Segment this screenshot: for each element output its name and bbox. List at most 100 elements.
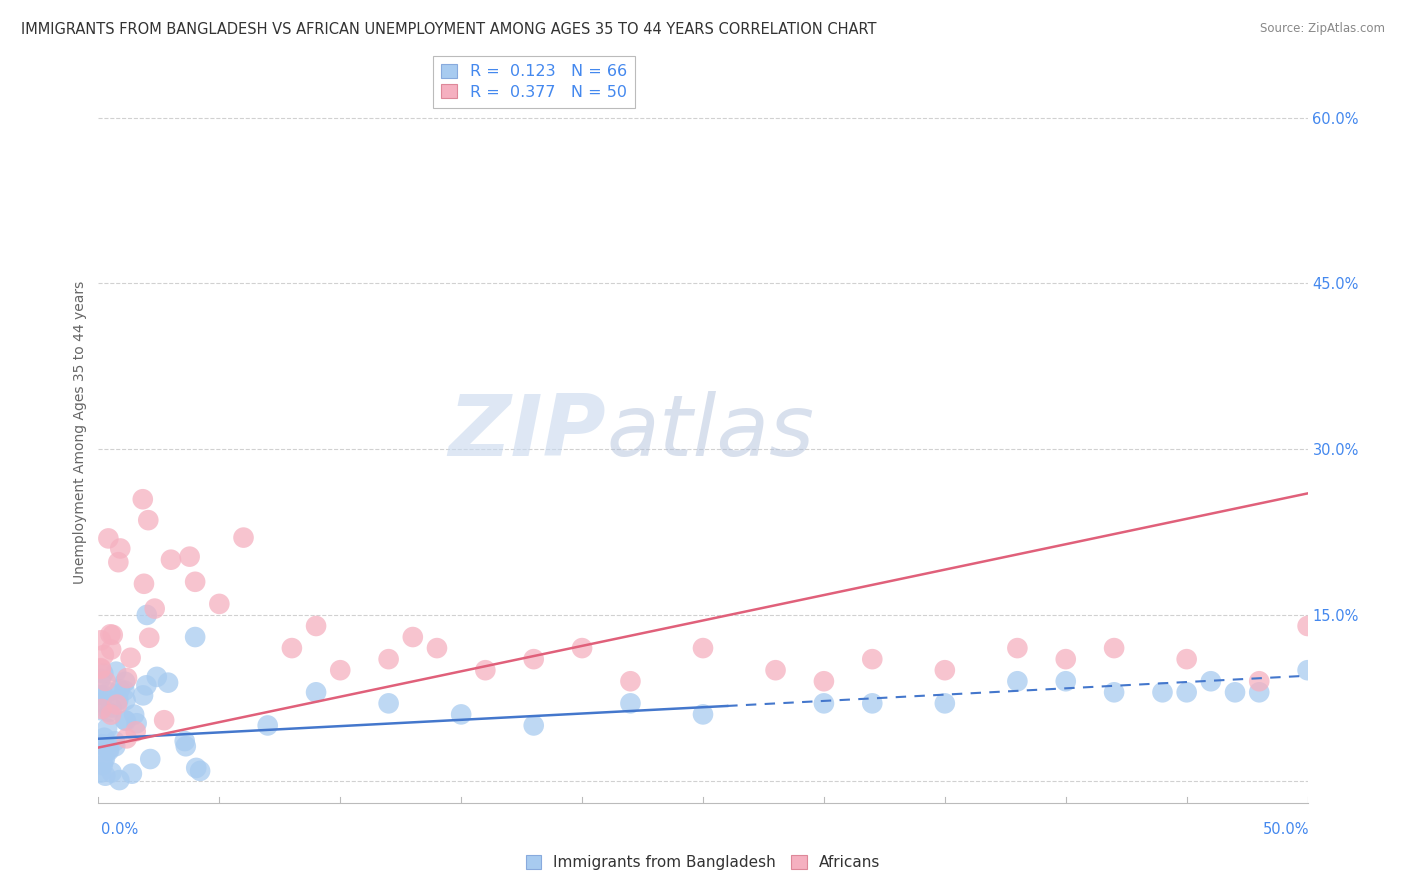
Point bbox=[90, 662, 112, 676]
Point bbox=[90, 672, 112, 686]
Point bbox=[139, 752, 162, 766]
Point bbox=[813, 674, 835, 689]
Point bbox=[108, 773, 131, 788]
Point bbox=[93, 731, 115, 745]
Point bbox=[91, 758, 114, 772]
Point bbox=[1152, 685, 1174, 699]
Text: atlas: atlas bbox=[606, 391, 814, 475]
Point bbox=[1102, 685, 1125, 699]
Point bbox=[179, 549, 201, 564]
Point bbox=[115, 671, 138, 685]
Y-axis label: Unemployment Among Ages 35 to 44 years: Unemployment Among Ages 35 to 44 years bbox=[73, 281, 87, 584]
Point bbox=[281, 641, 304, 656]
Point bbox=[692, 707, 714, 722]
Point bbox=[107, 555, 129, 569]
Point bbox=[120, 650, 142, 665]
Point bbox=[93, 666, 115, 681]
Point bbox=[174, 739, 197, 754]
Point bbox=[90, 765, 112, 780]
Point bbox=[93, 753, 115, 767]
Point bbox=[692, 641, 714, 656]
Point bbox=[105, 665, 128, 679]
Point bbox=[100, 627, 122, 641]
Point bbox=[153, 713, 176, 727]
Point bbox=[90, 688, 112, 702]
Point bbox=[1054, 674, 1077, 689]
Point bbox=[571, 641, 593, 656]
Point bbox=[97, 685, 120, 699]
Point bbox=[157, 675, 180, 690]
Point bbox=[1249, 674, 1271, 689]
Point bbox=[1296, 663, 1319, 677]
Text: Source: ZipAtlas.com: Source: ZipAtlas.com bbox=[1260, 22, 1385, 36]
Point bbox=[93, 648, 115, 662]
Point bbox=[1054, 652, 1077, 666]
Point bbox=[97, 705, 120, 719]
Point bbox=[184, 630, 207, 644]
Point bbox=[100, 707, 122, 722]
Point bbox=[100, 642, 122, 657]
Point bbox=[114, 683, 136, 698]
Point bbox=[125, 724, 148, 739]
Point bbox=[122, 707, 145, 722]
Point bbox=[90, 702, 112, 716]
Point bbox=[101, 628, 124, 642]
Point bbox=[188, 764, 211, 778]
Point bbox=[1249, 685, 1271, 699]
Point bbox=[619, 674, 641, 689]
Point bbox=[115, 714, 138, 728]
Point bbox=[91, 738, 114, 752]
Point bbox=[208, 597, 231, 611]
Point bbox=[1102, 641, 1125, 656]
Point bbox=[256, 718, 278, 732]
Point bbox=[402, 630, 425, 644]
Point bbox=[101, 700, 124, 714]
Point bbox=[97, 742, 120, 756]
Point bbox=[94, 673, 117, 688]
Point bbox=[121, 766, 143, 780]
Point bbox=[1223, 685, 1246, 699]
Point bbox=[93, 689, 115, 703]
Point bbox=[110, 541, 132, 556]
Point bbox=[114, 693, 136, 707]
Point bbox=[765, 663, 787, 677]
Text: 0.0%: 0.0% bbox=[101, 822, 138, 837]
Point bbox=[426, 641, 449, 656]
Point bbox=[90, 737, 112, 751]
Point bbox=[860, 697, 883, 711]
Point bbox=[186, 761, 208, 775]
Point bbox=[305, 619, 328, 633]
Point bbox=[523, 652, 546, 666]
Point bbox=[97, 744, 120, 758]
Point bbox=[329, 663, 352, 677]
Point bbox=[934, 697, 956, 711]
Point bbox=[934, 663, 956, 677]
Point bbox=[160, 552, 183, 566]
Text: ZIP: ZIP bbox=[449, 391, 606, 475]
Point bbox=[173, 734, 195, 748]
Point bbox=[135, 678, 157, 692]
Point bbox=[377, 697, 399, 711]
Point bbox=[107, 693, 129, 707]
Legend: Immigrants from Bangladesh, Africans: Immigrants from Bangladesh, Africans bbox=[520, 849, 886, 877]
Point bbox=[1175, 652, 1198, 666]
Point bbox=[94, 769, 117, 783]
Point bbox=[377, 652, 399, 666]
Point bbox=[860, 652, 883, 666]
Point bbox=[104, 734, 127, 748]
Point bbox=[125, 716, 148, 731]
Point bbox=[100, 765, 122, 780]
Point bbox=[813, 697, 835, 711]
Point bbox=[135, 607, 157, 622]
Point bbox=[136, 513, 159, 527]
Point bbox=[90, 661, 112, 675]
Point bbox=[114, 674, 136, 689]
Text: 50.0%: 50.0% bbox=[1263, 822, 1310, 837]
Point bbox=[108, 682, 131, 697]
Point bbox=[138, 631, 160, 645]
Point bbox=[523, 718, 546, 732]
Point bbox=[104, 739, 127, 754]
Point bbox=[132, 689, 155, 703]
Point bbox=[143, 601, 166, 615]
Point bbox=[146, 670, 169, 684]
